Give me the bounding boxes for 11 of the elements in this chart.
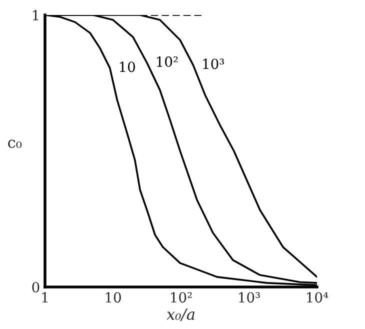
y-tick-label: 0 <box>32 282 40 292</box>
x-tick-label: 1 <box>42 292 48 302</box>
series-label: 10² <box>157 56 178 67</box>
series-label: 10³ <box>203 58 224 70</box>
x-tick-label: 10³ <box>239 292 260 303</box>
series-label: 10 <box>120 62 135 72</box>
x-axis-title: x₀/a <box>166 308 194 322</box>
x-tick-label: 10² <box>171 292 192 303</box>
x-tick-label: 10 <box>106 292 121 303</box>
x-tick-label: 10⁴ <box>307 292 328 303</box>
y-axis-title: c₀ <box>8 140 22 148</box>
